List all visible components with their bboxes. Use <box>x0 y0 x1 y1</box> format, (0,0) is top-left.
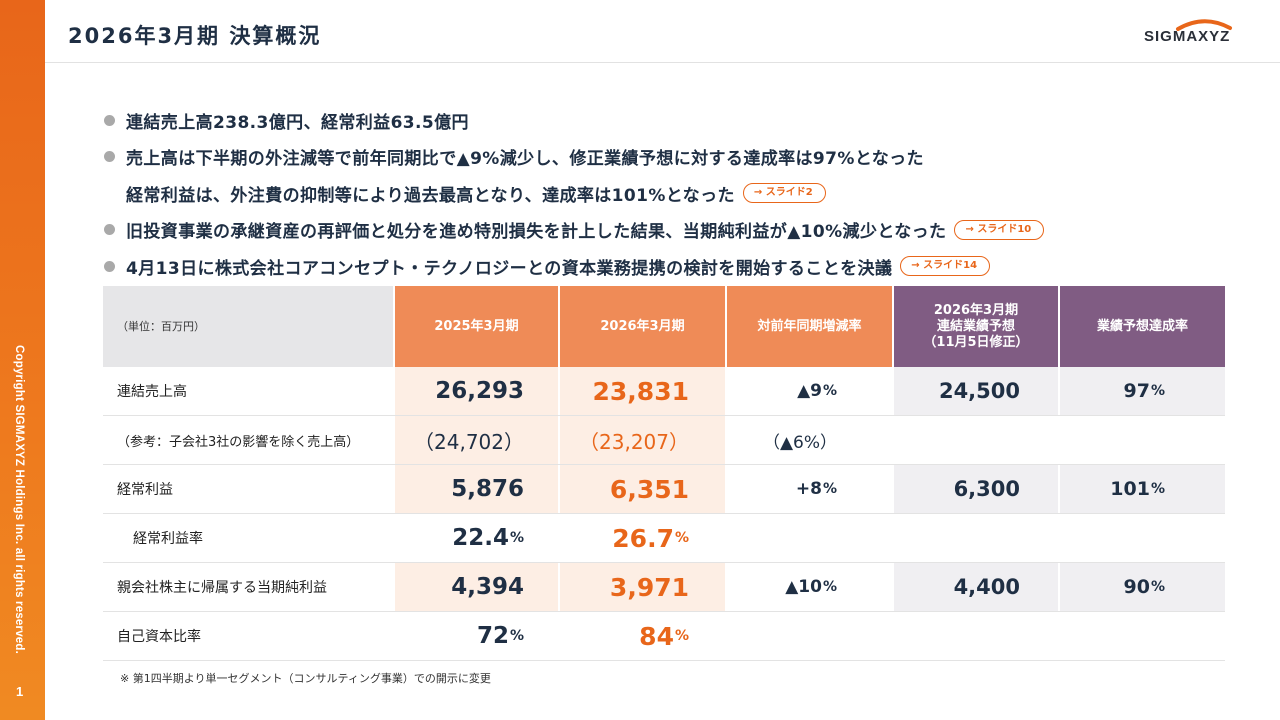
header-divider <box>45 62 1280 63</box>
bullet-dot-icon <box>104 114 115 126</box>
bullet-item: 旧投資事業の承継資産の再評価と処分を進め特別損失を計上した結果、当期純利益が▲1… <box>104 212 1224 249</box>
achievement-unit: % <box>1150 579 1165 595</box>
bullet-text: 4月13日に株式会社コアコンセプト・テクノロジーとの資本業務提携の検討を開始する… <box>126 258 893 279</box>
header-yoy: 対前年同期増減率 <box>727 286 892 367</box>
copyright-text: Copyright SIGMAXYZ Holdings Inc. all rig… <box>13 345 25 655</box>
value: 72 <box>476 623 509 649</box>
bullet-item: 連結売上高238.3億円、経常利益63.5億円 <box>104 102 1224 139</box>
cell-fy2026: 26.7% <box>560 514 725 562</box>
cell-fy2026: 23,831 <box>560 367 725 415</box>
cell-forecast: 6,300 <box>894 465 1058 513</box>
cell-yoy: （▲6%） <box>762 432 837 453</box>
achievement-value: 97 <box>1123 380 1150 402</box>
yoy-unit: % <box>822 579 837 595</box>
table-row: 経常利益率 22.4% 26.7% <box>103 514 1225 563</box>
bullet-text: 売上高は下半期の外注減等で前年同期比で▲9%減少し、修正業績予想に対する達成率は… <box>126 149 924 170</box>
row-label: 経常利益 <box>117 482 173 498</box>
yoy-value: +8 <box>795 479 822 499</box>
yoy-value: ▲9 <box>797 381 822 401</box>
value: 84 <box>639 621 674 651</box>
row-label: （参考：子会社3社の影響を除く売上高） <box>117 434 360 450</box>
cell-fy2026: 6,351 <box>560 465 725 513</box>
yoy-unit: % <box>822 481 837 497</box>
footnote: ※ 第1四半期より単一セグメント（コンサルティング事業）での開示に変更 <box>120 672 491 685</box>
header-fy2025: 2025年3月期 <box>395 286 558 367</box>
cell-yoy: ▲9% <box>727 367 892 415</box>
cell-achievement: 97% <box>1060 367 1225 415</box>
header-achievement: 業績予想達成率 <box>1060 286 1225 367</box>
cell-fy2025: 72% <box>395 612 558 660</box>
table-header: （単位：百万円） 2025年3月期 2026年3月期 対前年同期増減率 2026… <box>103 286 1225 367</box>
bullet-text: 経常利益は、外注費の抑制等により過去最高となり、達成率は101%となった <box>126 185 735 206</box>
unit: % <box>509 628 524 644</box>
bullet-item: 4月13日に株式会社コアコンセプト・テクノロジーとの資本業務提携の検討を開始する… <box>104 248 1224 285</box>
cell-fy2026: 3,971 <box>560 563 725 611</box>
yoy-unit: % <box>822 383 837 399</box>
row-label: 自己資本比率 <box>117 629 201 645</box>
page-title: 2026年3月期 決算概況 <box>68 24 322 48</box>
table-row: 自己資本比率 72% 84% <box>103 612 1225 661</box>
header-forecast: 2026年3月期 連結業績予想 （11月5日修正） <box>894 286 1058 367</box>
achievement-unit: % <box>1150 481 1165 497</box>
bullet-dot-icon <box>104 151 115 163</box>
value: 26.7 <box>612 523 674 553</box>
slide-link-button[interactable]: → スライド14 <box>900 256 991 277</box>
cell-fy2025: 5,876 <box>395 465 558 513</box>
bullet-item: 売上高は下半期の外注減等で前年同期比で▲9%減少し、修正業績予想に対する達成率は… <box>104 139 1224 176</box>
slide-link-button[interactable]: → スライド2 <box>742 183 826 204</box>
header-forecast-line1: 2026年3月期 <box>933 302 1019 318</box>
achievement-value: 101 <box>1110 478 1150 500</box>
results-table: （単位：百万円） 2025年3月期 2026年3月期 対前年同期増減率 2026… <box>103 286 1225 661</box>
header-fy2026: 2026年3月期 <box>560 286 725 367</box>
summary-bullets: 連結売上高238.3億円、経常利益63.5億円 売上高は下半期の外注減等で前年同… <box>104 102 1224 285</box>
header-forecast-line2: 連結業績予想 <box>936 318 1015 334</box>
table-row: （参考：子会社3社の影響を除く売上高） （24,702） （23,207） （▲… <box>103 416 1225 465</box>
cell-fy2026: （23,207） <box>560 416 725 464</box>
achievement-value: 90 <box>1123 576 1150 598</box>
bullet-dot-icon <box>104 224 115 236</box>
header-forecast-line3: （11月5日修正） <box>923 334 1029 350</box>
bullet-text: 連結売上高238.3億円、経常利益63.5億円 <box>126 112 469 133</box>
bullet-continuation: 経常利益は、外注費の抑制等により過去最高となり、達成率は101%となった → ス… <box>104 175 1224 212</box>
row-label: 経常利益率 <box>133 531 203 547</box>
yoy-value: ▲10 <box>785 577 822 597</box>
cell-yoy: ▲10% <box>727 563 892 611</box>
logo-arc-icon <box>1176 19 1232 31</box>
bullet-text: 旧投資事業の承継資産の再評価と処分を進め特別損失を計上した結果、当期純利益が▲1… <box>126 222 947 243</box>
table-row: 経常利益 5,876 6,351 +8% 6,300 101% <box>103 465 1225 514</box>
slide-link-button[interactable]: → スライド10 <box>954 219 1045 240</box>
page-number: 1 <box>16 684 24 699</box>
achievement-unit: % <box>1150 383 1165 399</box>
cell-fy2025: （24,702） <box>395 416 558 464</box>
cell-fy2025: 22.4% <box>395 514 558 562</box>
bullet-dot-icon <box>104 260 115 272</box>
cell-achievement: 90% <box>1060 563 1225 611</box>
company-logo: SIGMAXYZ <box>1140 16 1258 46</box>
unit-label: （単位：百万円） <box>103 286 393 367</box>
cell-forecast: 4,400 <box>894 563 1058 611</box>
row-label: 連結売上高 <box>117 384 187 400</box>
cell-achievement: 101% <box>1060 465 1225 513</box>
unit: % <box>674 628 689 644</box>
table-row: 連結売上高 26,293 23,831 ▲9% 24,500 97% <box>103 367 1225 416</box>
cell-fy2025: 26,293 <box>395 367 558 415</box>
cell-fy2025: 4,394 <box>395 563 558 611</box>
cell-yoy: +8% <box>727 465 892 513</box>
cell-forecast: 24,500 <box>894 367 1058 415</box>
row-label: 親会社株主に帰属する当期純利益 <box>117 580 327 596</box>
side-band <box>0 0 45 720</box>
table-row: 親会社株主に帰属する当期純利益 4,394 3,971 ▲10% 4,400 9… <box>103 563 1225 612</box>
unit: % <box>509 530 524 546</box>
logo-text: SIGMAXYZ <box>1144 28 1231 45</box>
unit: % <box>674 530 689 546</box>
cell-fy2026: 84% <box>560 612 725 660</box>
value: 22.4 <box>452 525 509 551</box>
